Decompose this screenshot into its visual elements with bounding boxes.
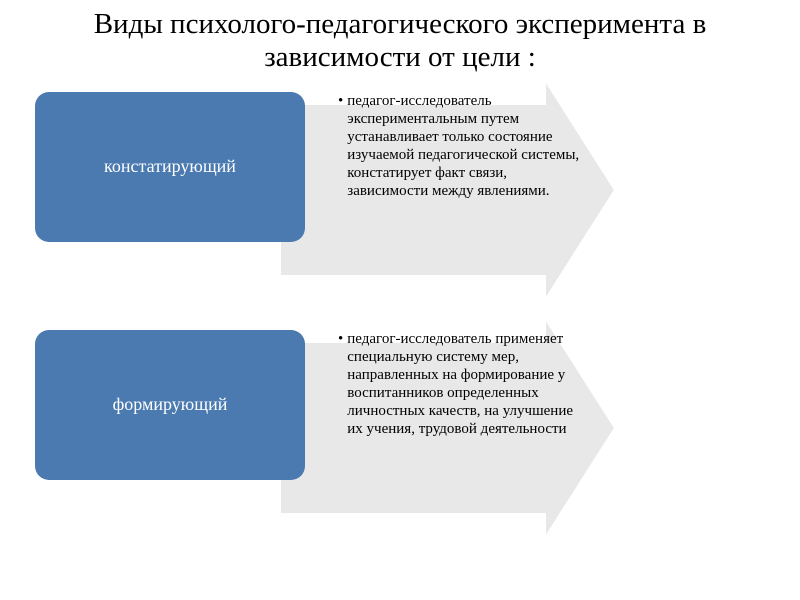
page-title: Виды психолого-педагогического экспериме… — [0, 0, 800, 75]
label-box-2: формирующий — [35, 330, 305, 480]
description-2: • педагог-исследователь применяет специа… — [338, 330, 583, 438]
bullet-icon: • — [338, 92, 343, 200]
label-box-1: констатирующий — [35, 92, 305, 242]
block-1: констатирующий • педагог-исследователь э… — [0, 80, 800, 300]
label-text-2: формирующий — [113, 394, 228, 415]
block-2: формирующий • педагог-исследователь прим… — [0, 318, 800, 538]
bullet-icon: • — [338, 330, 343, 438]
description-text-1: педагог-исследователь экспериментальным … — [347, 92, 583, 200]
description-1: • педагог-исследователь экспериментальны… — [338, 92, 583, 200]
blocks-container: констатирующий • педагог-исследователь э… — [0, 80, 800, 538]
label-text-1: констатирующий — [104, 156, 236, 177]
description-text-2: педагог-исследователь применяет специаль… — [347, 330, 583, 438]
